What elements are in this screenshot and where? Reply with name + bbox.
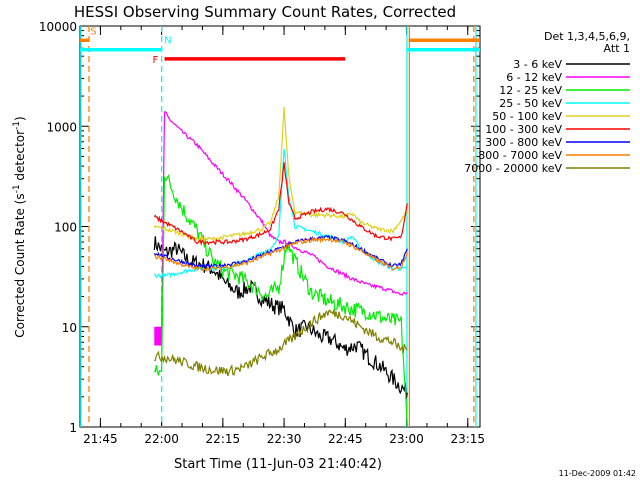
- x-tick-label: 21:45: [83, 432, 118, 446]
- y-tick-label: 10000: [39, 20, 77, 34]
- y-axis-label: Corrected Count Rate (s-1 detector-1): [12, 116, 27, 337]
- x-axis-label: Start Time (11-Jun-03 21:40:42): [174, 457, 382, 472]
- y-axis-label-part3: ): [13, 116, 27, 121]
- flag-label: N: [164, 36, 171, 47]
- series-line: [153, 236, 408, 399]
- legend-label: 25 - 50 keV: [499, 97, 562, 110]
- plot-frame: [79, 25, 481, 428]
- series-line: [153, 107, 408, 243]
- y-tick-label: 10: [62, 321, 77, 335]
- legend-label: 7000 - 20000 keV: [464, 162, 562, 175]
- x-tick-label: 22:30: [267, 432, 302, 446]
- y-axis-label-part1: Corrected Count Rate (s: [13, 193, 27, 337]
- legend-label: 12 - 25 keV: [499, 84, 562, 97]
- legend-label: 6 - 12 keV: [506, 71, 562, 84]
- legend-label: 3 - 6 keV: [513, 58, 562, 71]
- y-axis-label-sup2: -1: [12, 121, 22, 130]
- x-tick-label: 22:45: [328, 432, 363, 446]
- y-axis-label-part2: detector: [13, 130, 27, 185]
- series-line: [154, 111, 408, 337]
- x-tick-label: 22:00: [144, 432, 179, 446]
- plot-area: 21:45 22:00 22:15 22:30 22:45 23:00 23:15 1 10 10…: [39, 20, 485, 446]
- legend-header-detectors: Det 1,3,4,5,6,9,: [544, 30, 630, 43]
- chart-title: HESSI Observing Summary Count Rates, Cor…: [74, 3, 456, 21]
- y-axis-label-sup1: -1: [12, 184, 22, 193]
- series-line: [154, 309, 408, 377]
- legend-label: 50 - 100 keV: [492, 110, 562, 123]
- y-tick-label: 1: [69, 421, 77, 435]
- y-tick-label: 100: [54, 221, 77, 235]
- footer-date: 11-Dec-2009 01:42: [559, 469, 636, 478]
- x-tick-label: 23:00: [389, 432, 424, 446]
- flag-label: S: [90, 26, 96, 37]
- x-tick-label: 23:15: [450, 432, 485, 446]
- series-line: [153, 174, 408, 428]
- legend-label: 300 - 800 keV: [485, 136, 562, 149]
- flag-label: F: [152, 55, 158, 66]
- series-line: [153, 234, 408, 270]
- legend-label: 800 - 7000 keV: [478, 149, 562, 162]
- series-line: [153, 235, 408, 272]
- legend-header-attenuator: Att 1: [604, 42, 630, 55]
- y-tick-label: 1000: [46, 120, 77, 134]
- x-tick-label: 22:15: [206, 432, 241, 446]
- legend-label: 100 - 300 keV: [485, 123, 562, 136]
- attenuator-box: [154, 326, 162, 346]
- series-line: [153, 162, 408, 247]
